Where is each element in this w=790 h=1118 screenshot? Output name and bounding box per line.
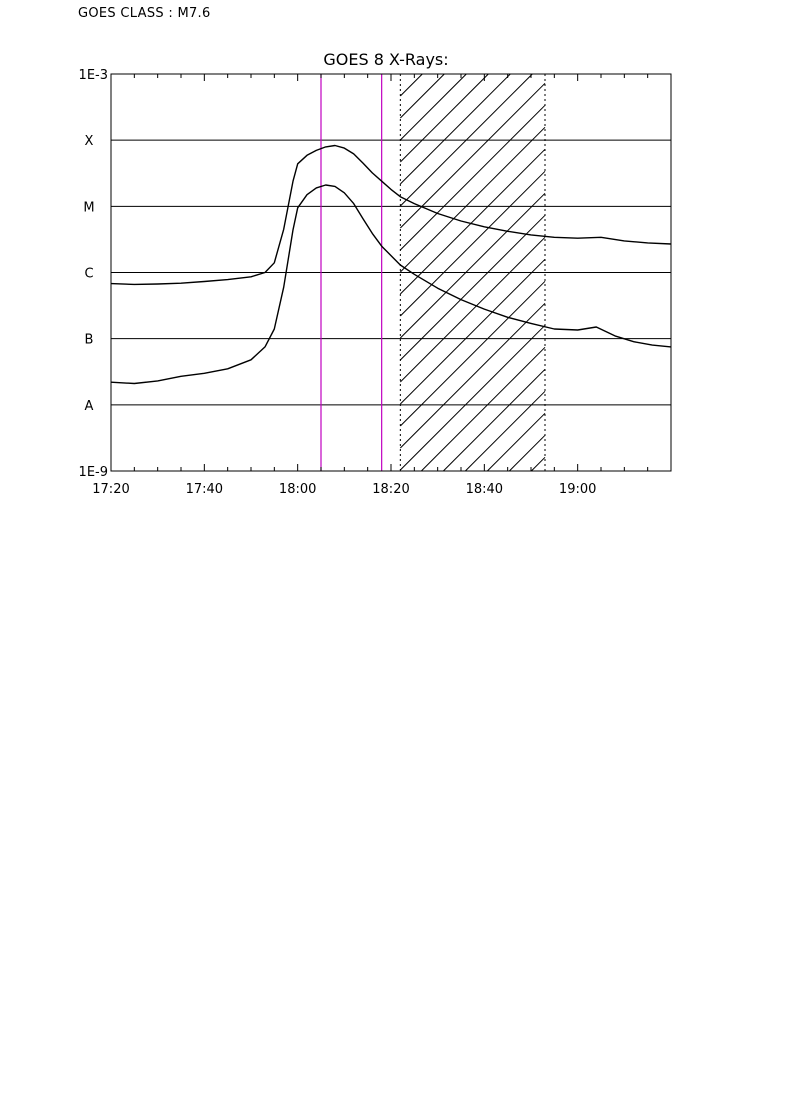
hatch-line bbox=[399, 126, 546, 273]
hatch-line bbox=[442, 368, 546, 472]
y-tick-label: M bbox=[83, 200, 94, 215]
hatch-line bbox=[399, 82, 546, 229]
y-tick-label: B bbox=[85, 333, 94, 348]
hatch-line bbox=[399, 73, 489, 163]
hatch-line bbox=[399, 236, 546, 383]
x-tick-label: 18:20 bbox=[372, 482, 409, 497]
hatch-line bbox=[508, 434, 546, 472]
hatch-line bbox=[399, 148, 546, 295]
chart-title: GOES 8 X-Rays: bbox=[323, 50, 448, 69]
hatch-line bbox=[399, 214, 546, 361]
hatch-line bbox=[486, 412, 546, 472]
goes-xray-chart: GOES 8 X-Rays: 1E-3 X M C B A 1E-9 17:20 17:40 18… bbox=[79, 50, 672, 497]
x-tick-label: 17:20 bbox=[92, 482, 129, 497]
hatch-line bbox=[399, 280, 546, 427]
y-tick-label: 1E-9 bbox=[79, 465, 108, 480]
hatch-line bbox=[399, 258, 546, 405]
hatch-line bbox=[464, 390, 546, 472]
y-tick-label: X bbox=[85, 134, 94, 149]
y-tick-label: C bbox=[84, 267, 93, 282]
x-tick-label: 17:40 bbox=[186, 482, 223, 497]
hatch-line bbox=[399, 324, 546, 471]
hatch-line bbox=[399, 73, 511, 185]
y-tick-label: A bbox=[85, 399, 94, 414]
hatch-line bbox=[399, 73, 423, 97]
hatch-line bbox=[530, 456, 546, 472]
x-tick-label: 18:40 bbox=[466, 482, 503, 497]
series-line-2 bbox=[111, 184, 671, 385]
y-tick-label: 1E-3 bbox=[79, 68, 108, 83]
hatch-line bbox=[399, 192, 546, 339]
series-line-1 bbox=[111, 144, 671, 286]
hatch-line bbox=[399, 302, 546, 449]
goes-class-label: GOES CLASS : M7.6 bbox=[78, 6, 211, 21]
hatch-line bbox=[399, 104, 546, 251]
x-tick-label: 19:00 bbox=[559, 482, 596, 497]
hatch-line bbox=[399, 73, 445, 119]
hatch-line bbox=[399, 73, 467, 141]
hatch-line bbox=[399, 170, 546, 317]
hatch-line bbox=[420, 346, 546, 472]
x-tick-label: 18:00 bbox=[279, 482, 316, 497]
